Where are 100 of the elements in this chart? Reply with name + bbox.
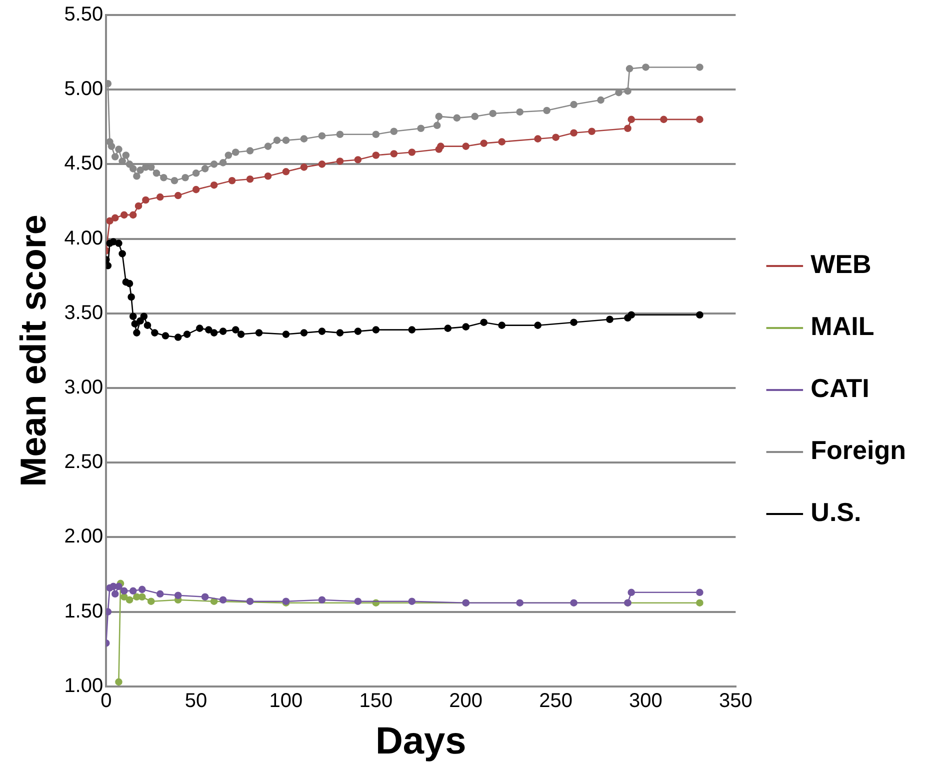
point bbox=[318, 596, 326, 604]
point bbox=[170, 176, 178, 184]
point bbox=[588, 128, 596, 136]
point bbox=[246, 175, 254, 183]
point bbox=[462, 323, 470, 330]
point bbox=[201, 593, 209, 601]
point bbox=[142, 196, 150, 204]
x-tick-label: 200 bbox=[449, 690, 483, 712]
point bbox=[126, 596, 134, 604]
point bbox=[300, 329, 308, 336]
legend-label: U.S. bbox=[810, 497, 862, 528]
point bbox=[246, 147, 254, 154]
point bbox=[417, 124, 425, 132]
point bbox=[516, 599, 524, 606]
point bbox=[151, 329, 158, 336]
point bbox=[156, 193, 164, 201]
point bbox=[570, 129, 578, 137]
point bbox=[318, 160, 326, 168]
point bbox=[516, 108, 524, 116]
point bbox=[462, 142, 470, 150]
point bbox=[129, 211, 137, 219]
point bbox=[570, 318, 578, 326]
point bbox=[224, 152, 232, 159]
point bbox=[336, 329, 344, 336]
legend-label: Foreign bbox=[810, 435, 906, 466]
point bbox=[498, 138, 506, 146]
y-tick-label: 3.50 bbox=[64, 302, 104, 324]
point bbox=[390, 150, 398, 158]
point bbox=[534, 322, 542, 329]
y-axis-title: Mean edit score bbox=[12, 214, 54, 487]
point bbox=[133, 172, 140, 180]
point bbox=[273, 136, 281, 144]
y-tick-label: 1.50 bbox=[64, 600, 104, 622]
point bbox=[534, 135, 542, 142]
point bbox=[111, 590, 119, 598]
point bbox=[120, 211, 128, 219]
point bbox=[318, 132, 326, 140]
point bbox=[111, 153, 119, 160]
point bbox=[111, 214, 119, 222]
y-tick-label: 2.00 bbox=[64, 526, 104, 548]
point bbox=[390, 128, 398, 136]
y-tick-label: 2.50 bbox=[64, 451, 104, 474]
point bbox=[570, 599, 578, 606]
point bbox=[210, 329, 218, 336]
point bbox=[282, 168, 290, 176]
point bbox=[642, 64, 650, 71]
point bbox=[128, 293, 135, 301]
point bbox=[160, 174, 168, 182]
point bbox=[115, 146, 122, 153]
point bbox=[444, 324, 452, 332]
y-tick-label: 4.50 bbox=[64, 152, 104, 175]
point bbox=[183, 330, 191, 338]
point bbox=[196, 324, 204, 332]
point bbox=[152, 170, 160, 177]
point bbox=[219, 596, 227, 604]
point bbox=[696, 599, 704, 606]
point bbox=[126, 280, 134, 288]
point bbox=[437, 142, 444, 150]
point bbox=[570, 100, 578, 108]
point bbox=[696, 588, 704, 596]
point bbox=[237, 330, 245, 338]
point bbox=[354, 598, 362, 606]
x-tick-label: 300 bbox=[629, 690, 662, 712]
point bbox=[435, 112, 443, 120]
point bbox=[219, 328, 227, 335]
point bbox=[628, 311, 635, 319]
point bbox=[205, 326, 212, 334]
point bbox=[147, 598, 155, 606]
point bbox=[696, 311, 704, 319]
point bbox=[129, 165, 137, 172]
point bbox=[131, 320, 139, 328]
y-tick-label: 5.50 bbox=[64, 4, 104, 26]
y-tick-label: 5.00 bbox=[64, 78, 104, 100]
point bbox=[232, 326, 240, 334]
point bbox=[129, 312, 137, 320]
point bbox=[624, 124, 632, 132]
point bbox=[408, 598, 416, 606]
point bbox=[300, 135, 308, 142]
point bbox=[140, 312, 148, 320]
point bbox=[264, 172, 272, 180]
point bbox=[597, 96, 604, 104]
point bbox=[129, 587, 137, 595]
x-tick-label: 0 bbox=[100, 690, 112, 712]
point bbox=[696, 64, 704, 71]
point bbox=[453, 114, 461, 122]
x-tick-label: 50 bbox=[184, 690, 208, 712]
point bbox=[606, 316, 614, 324]
x-tick-label: 350 bbox=[718, 690, 752, 712]
point bbox=[480, 318, 488, 326]
point bbox=[136, 317, 144, 325]
point bbox=[192, 170, 200, 177]
point bbox=[408, 148, 416, 156]
point bbox=[106, 217, 114, 225]
point bbox=[408, 326, 416, 334]
point bbox=[201, 165, 209, 172]
legend-label: WEB bbox=[810, 249, 872, 280]
point bbox=[162, 332, 170, 340]
point bbox=[433, 122, 441, 130]
point bbox=[489, 110, 496, 118]
point bbox=[156, 590, 164, 598]
